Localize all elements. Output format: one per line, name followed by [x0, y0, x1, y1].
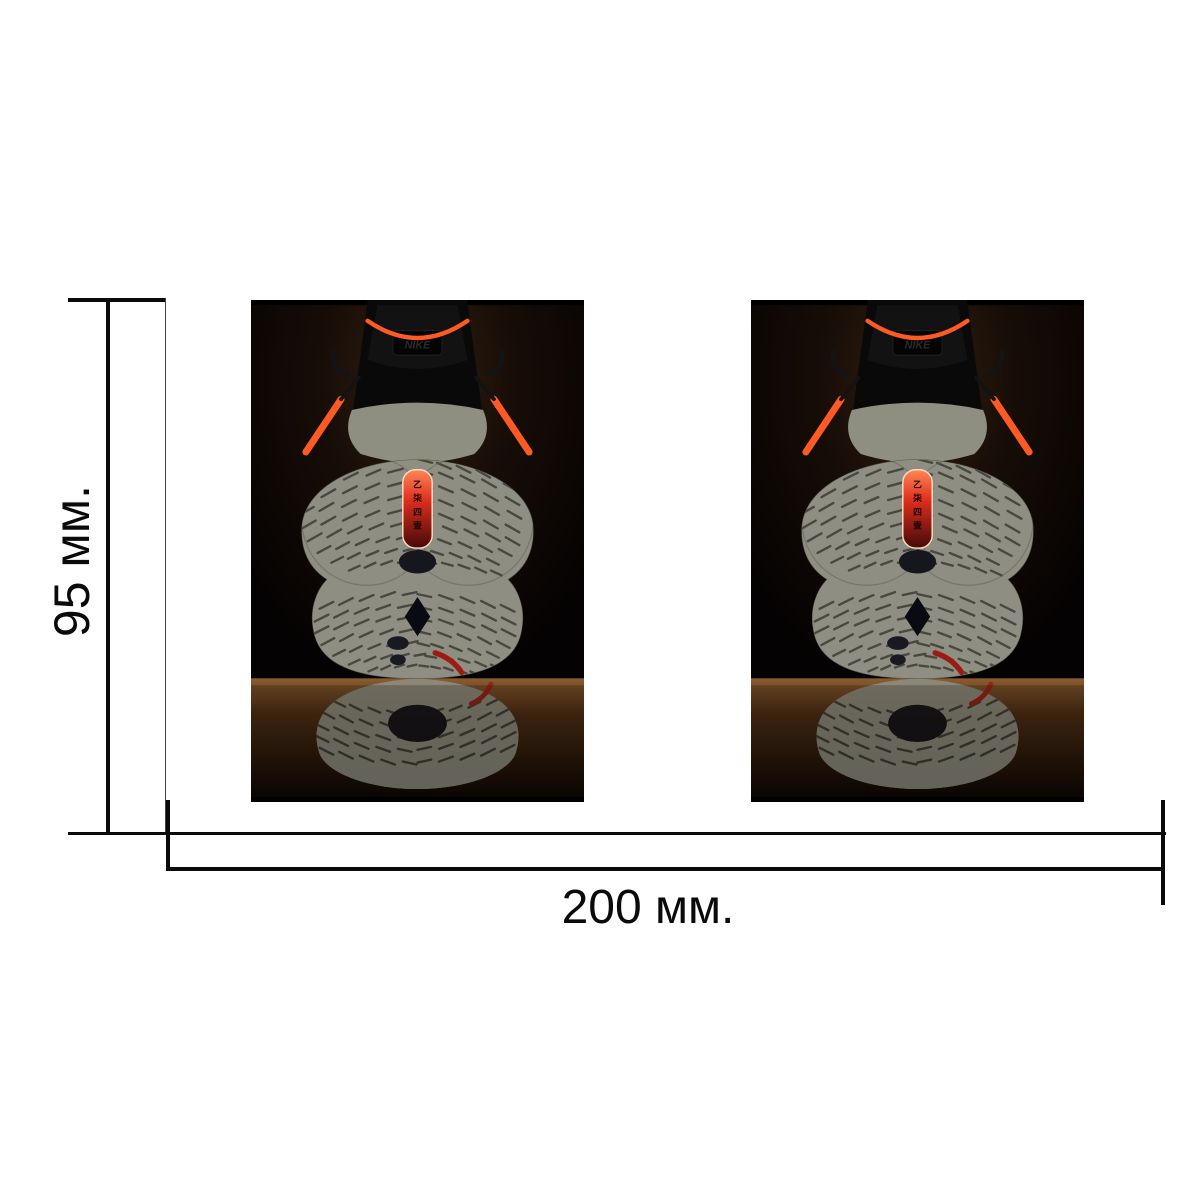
- svg-text:乙: 乙: [913, 479, 922, 489]
- svg-text:乙: 乙: [413, 479, 422, 489]
- svg-text:NIKE: NIKE: [905, 339, 932, 351]
- svg-text:柒: 柒: [412, 492, 422, 503]
- svg-text:NIKE: NIKE: [405, 339, 432, 351]
- svg-text:四: 四: [413, 507, 422, 517]
- svg-text:壹: 壹: [413, 519, 422, 530]
- svg-text:柒: 柒: [912, 492, 922, 503]
- svg-text:壹: 壹: [913, 519, 922, 530]
- svg-text:四: 四: [913, 507, 922, 517]
